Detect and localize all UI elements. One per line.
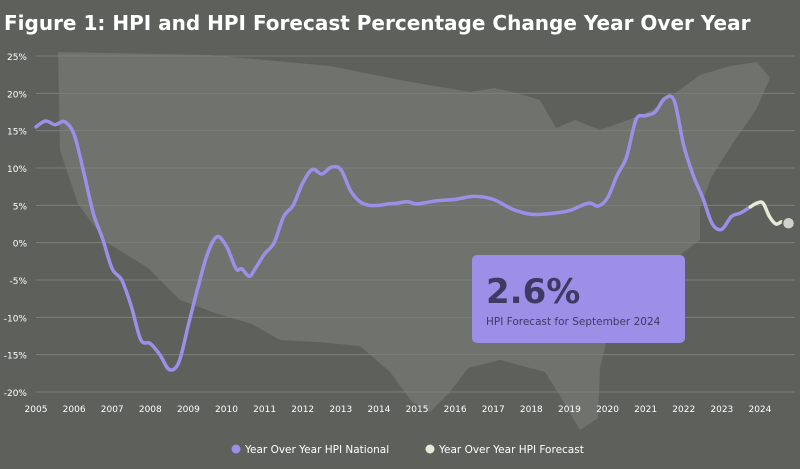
- x-tick-label: 2023: [710, 405, 733, 415]
- x-tick-label: 2019: [558, 405, 581, 415]
- x-tick-label: 2018: [520, 405, 543, 415]
- chart-title: Figure 1: HPI and HPI Forecast Percentag…: [4, 11, 751, 35]
- callout-box: [472, 255, 685, 343]
- legend: Year Over Year HPI National Year Over Ye…: [231, 444, 584, 456]
- x-tick-label: 2006: [63, 405, 86, 415]
- x-tick-label: 2011: [253, 405, 276, 415]
- y-tick-label: -15%: [4, 352, 28, 362]
- grid-layer: [36, 55, 795, 393]
- x-tick-label: 2012: [291, 405, 314, 415]
- series-layer: [34, 94, 796, 372]
- y-axis: -20% -15% -10% -5% 0% 5% 10% 15% 20% 25%: [4, 53, 28, 399]
- y-tick-label: -10%: [4, 314, 28, 324]
- x-tick-label: 2008: [139, 405, 162, 415]
- x-tick-label: 2005: [25, 405, 48, 415]
- legend-national-label: Year Over Year HPI National: [244, 444, 389, 456]
- y-tick-label: 20%: [7, 90, 27, 100]
- series-line-hpi-national: [34, 94, 753, 372]
- callout-value: 2.6%: [486, 272, 580, 312]
- legend-national-swatch: [231, 444, 241, 454]
- x-tick-label: 2015: [406, 405, 429, 415]
- x-tick-label: 2022: [672, 405, 695, 415]
- x-tick-label: 2020: [596, 405, 619, 415]
- x-tick-label: 2014: [367, 405, 390, 415]
- x-tick-label: 2013: [329, 405, 352, 415]
- x-tick-label: 2010: [215, 405, 238, 415]
- y-tick-label: 25%: [7, 53, 27, 63]
- y-tick-label: -20%: [4, 389, 28, 399]
- x-tick-label: 2007: [101, 405, 124, 415]
- y-tick-label: 5%: [13, 202, 28, 212]
- y-tick-label: 10%: [7, 165, 27, 175]
- y-tick-label: -5%: [9, 277, 27, 287]
- x-axis: 2005 2006 2007 2008 2009 2010 2011 2012 2013 2014…: [25, 405, 772, 415]
- x-tick-label: 2017: [482, 405, 505, 415]
- x-tick-label: 2021: [634, 405, 657, 415]
- y-tick-label: 15%: [7, 128, 27, 138]
- forecast-callout: 2.6% HPI Forecast for September 2024: [472, 255, 685, 343]
- y-tick-label: 0%: [13, 240, 28, 250]
- x-tick-label: 2024: [748, 405, 771, 415]
- x-tick-label: 2016: [444, 405, 467, 415]
- legend-forecast-label: Year Over Year HPI Forecast: [438, 444, 584, 456]
- forecast-end-point: [781, 216, 796, 231]
- callout-label: HPI Forecast for September 2024: [486, 316, 661, 328]
- legend-forecast-swatch: [425, 444, 435, 454]
- x-tick-label: 2009: [177, 405, 200, 415]
